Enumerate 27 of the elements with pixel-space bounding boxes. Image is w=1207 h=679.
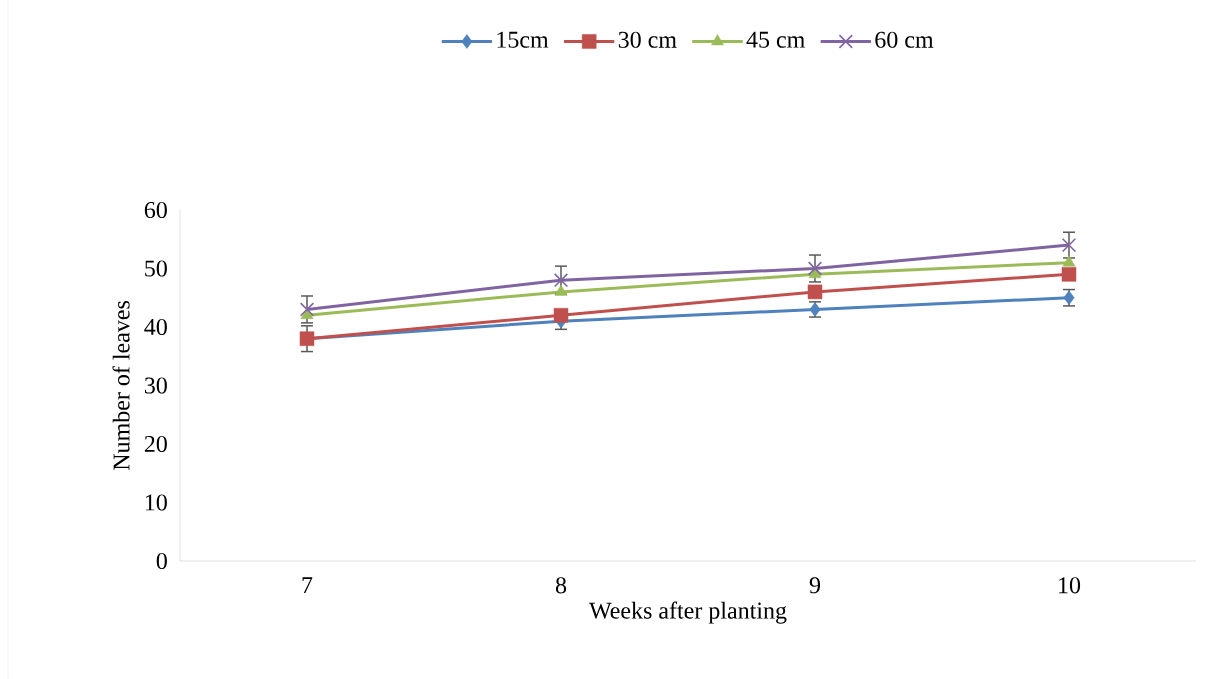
y-tick-label: 30 [144,377,167,394]
y-tick-label: 50 [145,260,167,277]
y-tick-label: 10 [145,494,167,511]
point [300,308,314,320]
y-tick-label: 40 [144,318,167,336]
point [553,308,569,323]
point [299,302,315,317]
point [1062,255,1076,267]
x-tick-label: 8 [555,577,567,594]
y-axis-title: Number of leaves [112,301,130,471]
point [807,284,823,300]
point [553,273,569,288]
y-tick-label: 20 [144,435,167,453]
point [807,261,823,276]
x-tick-label: 10 [1059,577,1081,594]
x-tick-label: 9 [809,577,821,594]
point [554,284,568,296]
legend-label: 45 cm [746,31,805,48]
legend-label: 30 cm [618,31,677,48]
legend-label: 60 cm [875,31,934,48]
x-tick-label: 7 [302,577,313,593]
y-tick-label: 0 [156,552,167,570]
x-axis-title: Weeks after planting [589,601,787,624]
point [1061,237,1077,253]
legend-label: 15cm [497,31,549,48]
y-tick-label: 60 [144,201,167,219]
point [1061,267,1077,282]
